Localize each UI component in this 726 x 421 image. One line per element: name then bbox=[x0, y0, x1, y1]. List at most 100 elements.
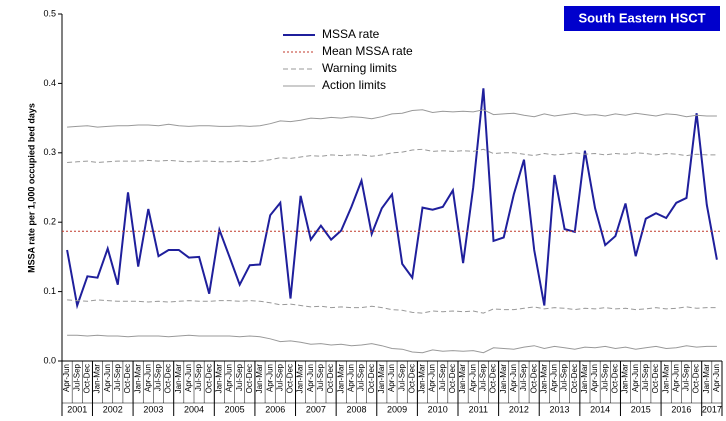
x-tick-label: Oct-Dec bbox=[570, 364, 579, 393]
x-tick-label: Apr-Jun bbox=[590, 364, 599, 392]
year-label: 2005 bbox=[225, 404, 245, 414]
x-tick-label: Jan-Mar bbox=[214, 364, 223, 394]
x-tick-label: Jan-Mar bbox=[580, 364, 589, 394]
x-tick-label: Jan-Mar bbox=[133, 364, 142, 394]
x-tick-label: Jan-Mar bbox=[702, 364, 711, 394]
x-tick-label: Oct-Dec bbox=[448, 364, 457, 393]
x-tick-label: Jul-Sep bbox=[600, 363, 609, 391]
title-box bbox=[564, 6, 720, 31]
x-tick-label: Apr-Jun bbox=[62, 364, 71, 392]
y-tick-label: 0.4 bbox=[43, 78, 56, 88]
x-tick-label: Apr-Jun bbox=[346, 364, 355, 392]
x-tick-label: Jan-Mar bbox=[499, 364, 508, 394]
x-tick-label: Oct-Dec bbox=[529, 364, 538, 393]
x-tick-label: Jan-Mar bbox=[296, 364, 305, 394]
year-label: 2010 bbox=[428, 404, 448, 414]
x-tick-label: Apr-Jun bbox=[509, 364, 518, 392]
mssa-line bbox=[66, 88, 718, 310]
x-tick-label: Apr-Jun bbox=[143, 364, 152, 392]
x-tick-label: Apr-Jun bbox=[225, 364, 234, 392]
year-label: 2006 bbox=[265, 404, 285, 414]
x-tick-label: Jan-Mar bbox=[336, 364, 345, 394]
x-tick-label: Apr-Jun bbox=[103, 364, 112, 392]
upper-limit bbox=[67, 148, 717, 164]
x-tick-label: Jan-Mar bbox=[621, 364, 630, 394]
y-tick-label: 0.3 bbox=[43, 147, 56, 157]
year-label: 2014 bbox=[590, 404, 610, 414]
x-tick-label: Apr-Jun bbox=[184, 364, 193, 392]
year-label: 2002 bbox=[103, 404, 123, 414]
x-tick-label: Oct-Dec bbox=[245, 364, 254, 393]
x-tick-label: Oct-Dec bbox=[326, 364, 335, 393]
y-tick-label: 0.1 bbox=[43, 286, 56, 296]
x-tick-label: Oct-Dec bbox=[489, 364, 498, 393]
x-tick-label: Jul-Sep bbox=[682, 363, 691, 391]
x-tick-label: Jan-Mar bbox=[255, 364, 264, 394]
x-tick-label: Jan-Mar bbox=[93, 364, 102, 394]
x-tick-label: Oct-Dec bbox=[164, 364, 173, 393]
lower-limit bbox=[67, 299, 717, 314]
year-label: 2004 bbox=[184, 404, 204, 414]
x-tick-label: Jul-Sep bbox=[235, 363, 244, 391]
upper-limit bbox=[67, 109, 717, 128]
x-tick-label: Jul-Sep bbox=[113, 363, 122, 391]
y-axis-label: MSSA rate per 1,000 occupied bed days bbox=[26, 103, 36, 273]
chart-title: South Eastern HSCT bbox=[578, 10, 705, 25]
x-tick-label: Apr-Jun bbox=[468, 364, 477, 392]
y-tick-label: 0.0 bbox=[43, 355, 56, 365]
x-tick-label: Oct-Dec bbox=[367, 364, 376, 393]
x-tick-label: Jul-Sep bbox=[316, 363, 325, 391]
x-tick-label: Oct-Dec bbox=[651, 364, 660, 393]
year-label: 2003 bbox=[143, 404, 163, 414]
x-tick-label: Jul-Sep bbox=[72, 363, 81, 391]
year-label: 2008 bbox=[346, 404, 366, 414]
x-tick-label: Jan-Mar bbox=[539, 364, 548, 394]
x-tick-label: Jan-Mar bbox=[418, 364, 427, 394]
x-tick-label: Jan-Mar bbox=[458, 364, 467, 394]
legend-label: Action limits bbox=[322, 78, 386, 92]
y-tick-label: 0.2 bbox=[43, 217, 56, 227]
legend-label: Mean MSSA rate bbox=[322, 44, 413, 58]
x-tick-label: Oct-Dec bbox=[82, 364, 91, 393]
x-tick-label: Oct-Dec bbox=[204, 364, 213, 393]
x-tick-label: Apr-Jun bbox=[265, 364, 274, 392]
year-label: 2017 bbox=[702, 404, 722, 414]
x-tick-label: Oct-Dec bbox=[610, 364, 619, 393]
x-tick-label: Jul-Sep bbox=[519, 363, 528, 391]
x-tick-label: Apr-Jun bbox=[550, 364, 559, 392]
x-tick-label: Jul-Sep bbox=[275, 363, 284, 391]
year-label: 2011 bbox=[469, 404, 488, 414]
x-tick-label: Apr-Jun bbox=[387, 364, 396, 392]
x-tick-label: Jul-Sep bbox=[357, 363, 366, 391]
x-tick-label: Apr-Jun bbox=[671, 364, 680, 392]
year-label: 2012 bbox=[509, 404, 529, 414]
x-tick-label: Oct-Dec bbox=[692, 364, 701, 393]
x-tick-label: Jul-Sep bbox=[438, 363, 447, 391]
x-tick-label: Oct-Dec bbox=[407, 364, 416, 393]
y-tick-label: 0.5 bbox=[43, 8, 56, 18]
x-tick-label: Oct-Dec bbox=[286, 364, 295, 393]
x-tick-label: Oct-Dec bbox=[123, 364, 132, 393]
year-label: 2015 bbox=[631, 404, 651, 414]
year-label: 2013 bbox=[550, 404, 570, 414]
x-tick-label: Jan-Mar bbox=[174, 364, 183, 394]
year-label: 2007 bbox=[306, 404, 326, 414]
year-label: 2016 bbox=[671, 404, 691, 414]
x-tick-label: Jul-Sep bbox=[560, 363, 569, 391]
legend-label: Warning limits bbox=[322, 61, 397, 75]
x-tick-label: Jul-Sep bbox=[478, 363, 487, 391]
lower-limit bbox=[67, 334, 717, 354]
x-tick-label: Apr-Jun bbox=[428, 364, 437, 392]
x-tick-label: Jan-Mar bbox=[377, 364, 386, 394]
legend-label: MSSA rate bbox=[322, 27, 380, 41]
x-tick-label: Apr-Jun bbox=[306, 364, 315, 392]
year-label: 2001 bbox=[67, 404, 87, 414]
x-tick-label: Apr-Jun bbox=[712, 364, 721, 392]
x-tick-label: Jul-Sep bbox=[397, 363, 406, 391]
x-tick-label: Jul-Sep bbox=[194, 363, 203, 391]
year-label: 2009 bbox=[387, 404, 407, 414]
x-tick-label: Jan-Mar bbox=[661, 364, 670, 394]
x-tick-label: Jul-Sep bbox=[641, 363, 650, 391]
x-tick-label: Jul-Sep bbox=[154, 363, 163, 391]
